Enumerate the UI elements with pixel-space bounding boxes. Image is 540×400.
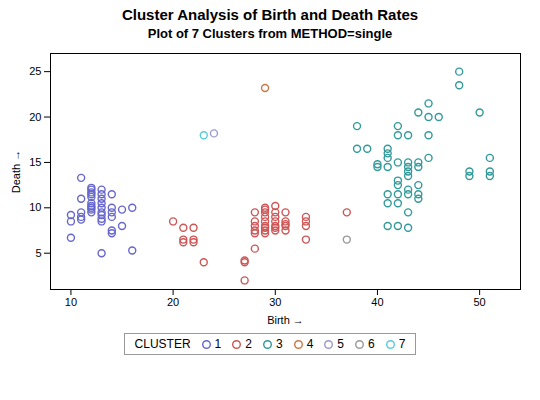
svg-text:5: 5 (35, 247, 41, 259)
svg-text:20: 20 (167, 296, 179, 308)
svg-text:15: 15 (29, 156, 41, 168)
svg-text:Death →: Death → (10, 150, 22, 193)
html-text:2: 2 (245, 337, 252, 351)
html-text:3: 3 (276, 337, 283, 351)
html-text:Cluster Analysis of Birth and: Cluster Analysis of Birth and Death Rate… (121, 6, 419, 23)
svg-text:50: 50 (474, 296, 486, 308)
html-text:6: 6 (368, 337, 375, 351)
svg-text:40: 40 (371, 296, 383, 308)
html-text:4: 4 (306, 337, 314, 351)
svg-text:30: 30 (269, 296, 281, 308)
html-text:Plot of 7 Clusters from METHOD: Plot of 7 Clusters from METHOD=single (147, 26, 393, 41)
html-text:1: 1 (214, 337, 222, 351)
html-text:7: 7 (398, 337, 406, 351)
svg-text:10: 10 (29, 201, 41, 213)
svg-text:25: 25 (29, 65, 41, 77)
svg-text:Birth →: Birth → (267, 314, 304, 326)
html-text:5: 5 (337, 337, 344, 351)
svg-text:20: 20 (29, 111, 41, 123)
svg-text:10: 10 (65, 296, 77, 308)
html-text:CLUSTER: CLUSTER (134, 337, 191, 351)
